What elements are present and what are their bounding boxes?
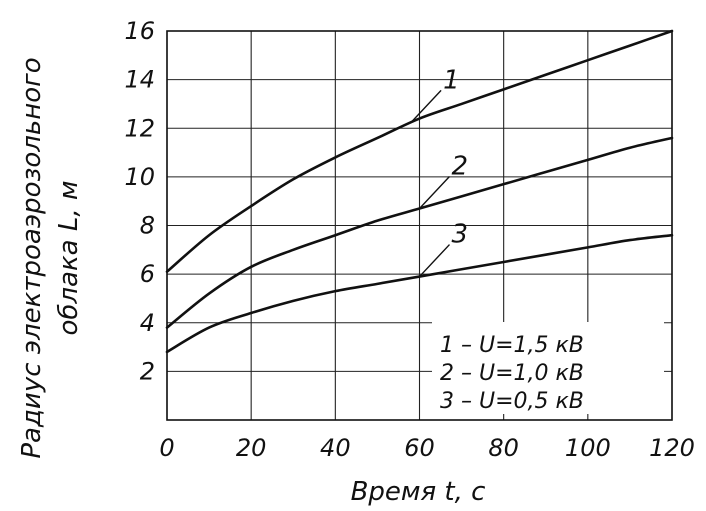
y-tick-label: 10 [124, 163, 155, 191]
curve-label-leader-3 [418, 244, 451, 278]
x-tick-label: 40 [320, 434, 351, 462]
legend-entry-2: 2 – U=1,0 кВ [440, 361, 584, 386]
y-tick-label: 4 [140, 309, 155, 337]
x-tick-label: 80 [488, 434, 519, 462]
x-tick-label: 60 [404, 434, 435, 462]
y-axis-title-line2: облака L, м [54, 180, 84, 335]
y-axis-title-line1: Радиус электроаэрозольного [17, 57, 47, 458]
curve-label-3: 3 [452, 220, 469, 250]
series-group: 1 2 3 [165, 29, 674, 354]
curve-label-leader-1 [410, 89, 442, 123]
y-tick-label: 8 [140, 212, 155, 240]
legend-entry-1: 1 – U=1,5 кВ [440, 333, 584, 358]
x-tick-label: 120 [649, 434, 695, 462]
legend-background [432, 322, 664, 414]
legend: 1 – U=1,5 кВ 2 – U=1,0 кВ 3 – U=0,5 кВ [432, 322, 664, 414]
y-tick-label: 2 [140, 357, 155, 385]
y-tick-label: 14 [124, 66, 155, 94]
x-tick-label: 100 [565, 434, 611, 462]
x-axis-title: Время t, с [351, 477, 486, 507]
curve-label-leader-2 [418, 176, 451, 209]
y-tick-label: 12 [124, 114, 155, 142]
plot-frame [166, 30, 673, 421]
curve-label-1: 1 [443, 65, 460, 95]
y-tick-label: 16 [124, 17, 155, 45]
x-tick-label: 20 [236, 434, 267, 462]
curve-label-2: 2 [452, 151, 469, 181]
series-line-1 [165, 29, 674, 273]
y-tick-label: 6 [140, 260, 155, 288]
legend-entry-3: 3 – U=0,5 кВ [440, 389, 584, 414]
x-tick-label: 0 [159, 434, 174, 462]
